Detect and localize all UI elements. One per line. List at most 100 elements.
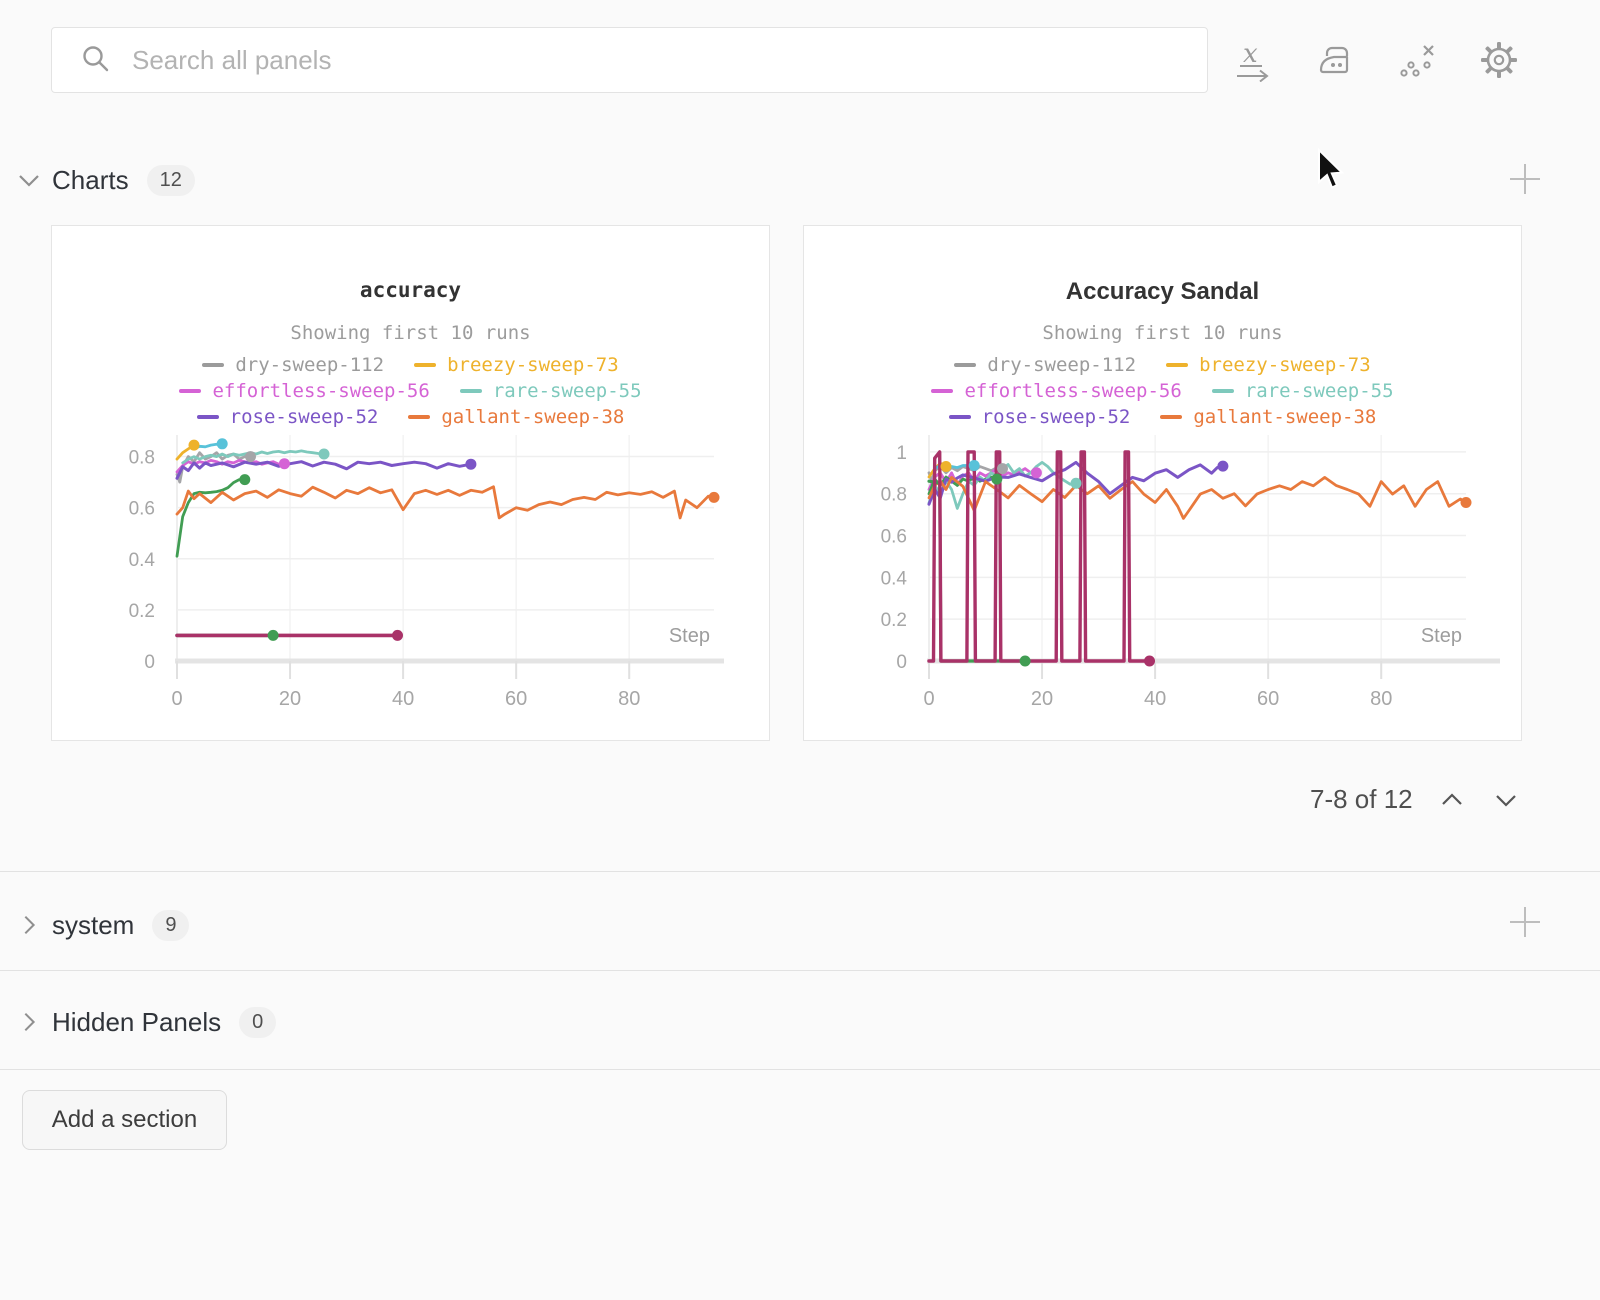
chart-panel-accuracy[interactable]: accuracy Showing first 10 runs dry-sweep… xyxy=(51,225,770,741)
chart-title: Accuracy Sandal xyxy=(1065,278,1260,305)
divider xyxy=(0,871,1600,872)
legend-item[interactable]: effortless-sweep-56 xyxy=(179,380,430,402)
series-end-dot-rose-sweep-52 xyxy=(1217,460,1229,472)
svg-text:60: 60 xyxy=(1257,688,1279,710)
charts-collapse-button[interactable] xyxy=(14,165,44,195)
series-end-dot-rare-sweep-55 xyxy=(1070,477,1082,489)
hidden-panels-expand-button[interactable] xyxy=(14,1007,44,1037)
legend-item[interactable]: gallant-sweep-38 xyxy=(408,406,624,428)
series-end-dot-breezy-sweep-73 xyxy=(940,461,952,472)
legend-swatch xyxy=(459,389,482,393)
charts-section-title: Charts xyxy=(52,164,129,195)
svg-text:0: 0 xyxy=(144,652,155,673)
legend-label: dry-sweep-112 xyxy=(235,354,385,376)
series-end-dot-breezy-sweep-73 xyxy=(188,439,200,451)
legend-label: breezy-sweep-73 xyxy=(1199,354,1371,376)
system-add-panel-button[interactable] xyxy=(1506,903,1544,941)
hidden-panels-section-title: Hidden Panels xyxy=(52,1006,222,1037)
series-end-dot-gallant-sweep-38 xyxy=(708,491,720,503)
charts-section-header: Charts 12 xyxy=(0,158,1600,202)
svg-text:80: 80 xyxy=(618,688,640,710)
system-section-title: system xyxy=(52,909,135,940)
svg-text:20: 20 xyxy=(1031,688,1053,710)
legend-item[interactable]: effortless-sweep-56 xyxy=(931,380,1182,402)
legend-row: effortless-sweep-56 rare-sweep-55 xyxy=(52,378,769,404)
legend-item[interactable]: rare-sweep-55 xyxy=(1211,380,1394,402)
svg-text:0.6: 0.6 xyxy=(129,499,155,520)
series-end-dot-gallant-sweep-38 xyxy=(1460,497,1472,508)
series-end-dot-run-sky xyxy=(968,460,980,471)
legend-swatch xyxy=(954,363,977,367)
smoothing-iron-button[interactable] xyxy=(1314,38,1356,82)
legend-swatch xyxy=(948,415,971,419)
series-line-run-maroon xyxy=(927,450,1152,663)
legend-item[interactable]: breezy-sweep-73 xyxy=(414,354,619,376)
plus-icon xyxy=(1510,164,1540,194)
svg-text:0: 0 xyxy=(896,652,907,673)
charts-add-panel-button[interactable] xyxy=(1506,160,1544,198)
svg-text:40: 40 xyxy=(392,688,414,710)
svg-text:0.2: 0.2 xyxy=(129,601,155,622)
series-line-rose-sweep-52 xyxy=(927,460,1225,506)
legend-item[interactable]: rare-sweep-55 xyxy=(459,380,642,402)
legend-swatch xyxy=(414,363,437,367)
panel-toolbar: x xyxy=(1232,38,1520,82)
series-end-dot-run-maroon xyxy=(1144,655,1155,667)
legend-item[interactable]: rose-sweep-52 xyxy=(948,406,1131,428)
legend-item[interactable]: dry-sweep-112 xyxy=(202,354,384,376)
series-line-gallant-sweep-38 xyxy=(927,476,1468,520)
series-end-dots xyxy=(188,438,720,641)
legend-swatch xyxy=(202,363,225,367)
svg-text:0.6: 0.6 xyxy=(881,527,907,548)
series-line-rose-sweep-52 xyxy=(175,460,473,480)
legend-item[interactable]: rose-sweep-52 xyxy=(196,406,378,428)
axis: 0 20 40 60 80 0 0.2 0.4 0.6 0.8 Step xyxy=(129,448,724,710)
series-lines xyxy=(927,450,1468,663)
pagination-label: 7-8 of 12 xyxy=(1310,784,1413,814)
legend-item[interactable]: breezy-sweep-73 xyxy=(1166,354,1371,376)
legend-swatch xyxy=(408,415,431,419)
system-expand-button[interactable] xyxy=(14,910,44,940)
series-end-dot-effortless-sweep-56 xyxy=(1030,467,1042,479)
series-end-dot-run-maroon xyxy=(392,629,403,641)
axis: 0 20 40 60 80 0 0.2 0.4 0.6 0.8 1 Step xyxy=(881,443,1500,710)
add-section-button[interactable]: Add a section xyxy=(22,1090,227,1150)
pagination-prev-button[interactable] xyxy=(1437,785,1467,815)
chart-panel-accuracy-sandal[interactable]: Accuracy Sandal Showing first 10 runs dr… xyxy=(803,225,1522,741)
outliers-button[interactable] xyxy=(1396,38,1438,82)
gridlines xyxy=(928,435,1466,661)
legend-row: effortless-sweep-56 rare-sweep-55 xyxy=(804,378,1521,404)
system-count-badge: 9 xyxy=(152,909,190,941)
legend-swatch xyxy=(1166,363,1189,367)
settings-gear-icon[interactable] xyxy=(1478,38,1520,82)
series-end-dot-run-green xyxy=(239,474,251,486)
hidden-panels-section-header: Hidden Panels 0 xyxy=(0,1000,1600,1044)
legend-label: effortless-sweep-56 xyxy=(212,380,430,402)
chart-legend: dry-sweep-112 breezy-sweep-73 effortless-s… xyxy=(804,352,1521,430)
search-input[interactable] xyxy=(132,44,1032,76)
series-lines xyxy=(175,442,716,638)
series-end-dot-run-green-flat xyxy=(267,629,279,641)
chevron-down-icon xyxy=(19,175,39,187)
svg-text:0.8: 0.8 xyxy=(129,448,155,469)
chevron-up-icon xyxy=(1441,792,1462,805)
legend-label: rose-sweep-52 xyxy=(981,406,1131,428)
series-line-gallant-sweep-38 xyxy=(175,485,716,520)
legend-label: gallant-sweep-38 xyxy=(441,406,625,428)
pagination-next-button[interactable] xyxy=(1491,785,1521,815)
chart-plot: 0 20 40 60 80 0 0.2 0.4 0.6 0.8 Step xyxy=(129,435,724,710)
svg-text:x: x xyxy=(1243,39,1258,69)
series-end-dot-rare-sweep-55 xyxy=(318,448,330,460)
legend-item[interactable]: gallant-sweep-38 xyxy=(1160,406,1376,428)
series-end-dot-run-green xyxy=(991,473,1003,485)
series-end-dot-rose-sweep-52 xyxy=(465,458,477,470)
chevron-right-icon xyxy=(24,1012,36,1032)
series-end-dot-run-sky xyxy=(216,438,228,450)
series-line-run-green xyxy=(175,478,247,558)
chart-subtitle: Showing first 10 runs xyxy=(290,322,531,344)
legend-swatch xyxy=(196,415,219,419)
legend-item[interactable]: dry-sweep-112 xyxy=(954,354,1136,376)
legend-label: effortless-sweep-56 xyxy=(964,380,1182,402)
x-axis-settings-button[interactable]: x xyxy=(1232,38,1274,82)
svg-text:Step: Step xyxy=(669,625,710,647)
